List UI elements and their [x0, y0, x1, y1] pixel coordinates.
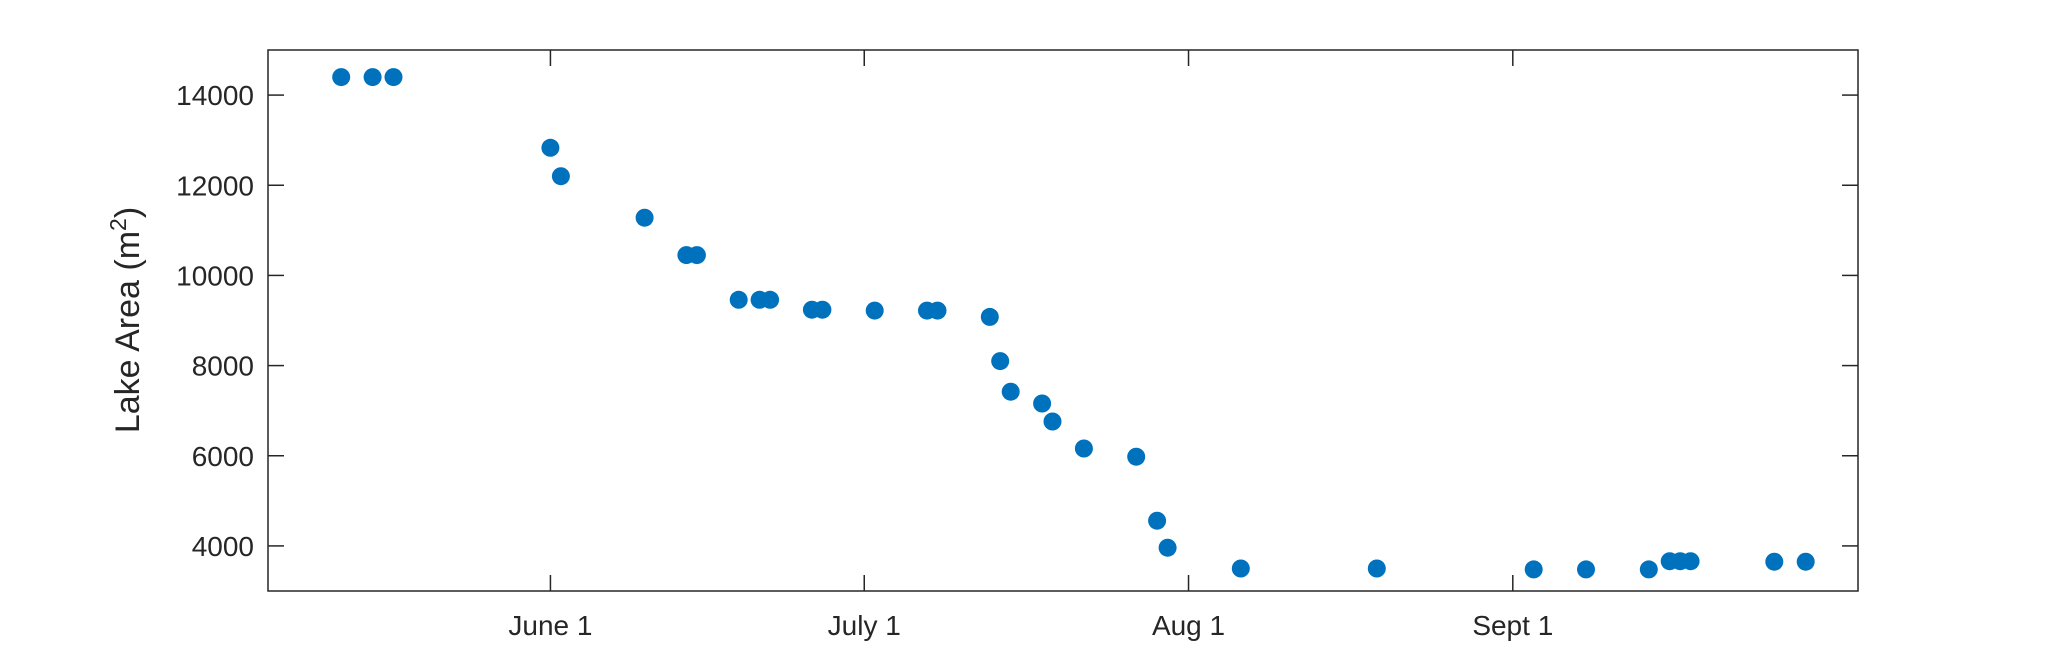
data-point-17 — [980, 307, 999, 326]
data-point-19 — [1001, 382, 1020, 401]
data-point-28 — [1524, 560, 1543, 579]
data-point-2 — [363, 68, 382, 87]
data-point-33 — [1681, 552, 1700, 571]
data-point-27 — [1367, 559, 1386, 578]
data-point-30 — [1639, 560, 1658, 579]
y-axis-label: Lake Area (m2) — [105, 207, 147, 433]
y-tick-label-4: 10000 — [176, 260, 254, 291]
x-tick-label-3: Aug 1 — [1152, 610, 1225, 641]
data-point-3 — [384, 68, 403, 87]
data-point-14 — [865, 301, 884, 320]
data-point-24 — [1148, 511, 1167, 530]
x-tick-label-4: Sept 1 — [1472, 610, 1553, 641]
data-point-16 — [928, 301, 947, 320]
plot-area-frame — [267, 49, 1859, 592]
data-point-35 — [1796, 552, 1815, 571]
data-point-26 — [1231, 559, 1250, 578]
data-point-29 — [1577, 560, 1595, 579]
data-point-20 — [1033, 394, 1052, 413]
data-point-8 — [687, 246, 706, 265]
data-point-18 — [991, 352, 1010, 371]
data-point-6 — [635, 208, 654, 227]
y-tick-label-2: 6000 — [192, 441, 254, 472]
data-point-9 — [729, 290, 748, 309]
data-point-22 — [1074, 439, 1093, 458]
data-point-13 — [813, 300, 832, 319]
data-point-21 — [1043, 412, 1062, 431]
data-point-25 — [1158, 538, 1177, 557]
axis-ticks: June 1 July 1 Aug 1 Sept 1 4000 6000 8000 10000… — [176, 50, 1858, 641]
y-tick-label-5: 12000 — [176, 170, 254, 201]
data-point-4 — [541, 138, 560, 157]
data-point-1 — [332, 68, 351, 87]
y-tick-label-1: 4000 — [192, 531, 254, 562]
y-axis-label-superscript: 2 — [105, 218, 131, 231]
y-tick-label-3: 8000 — [192, 351, 254, 382]
data-point-23 — [1127, 447, 1146, 466]
x-tick-label-2: July 1 — [828, 610, 901, 641]
data-point-11 — [761, 290, 780, 309]
data-point-5 — [551, 167, 570, 186]
data-point-34 — [1765, 552, 1784, 571]
x-tick-label-1: June 1 — [508, 610, 592, 641]
y-tick-label-6: 14000 — [176, 80, 254, 111]
scatter-points — [332, 68, 1815, 579]
